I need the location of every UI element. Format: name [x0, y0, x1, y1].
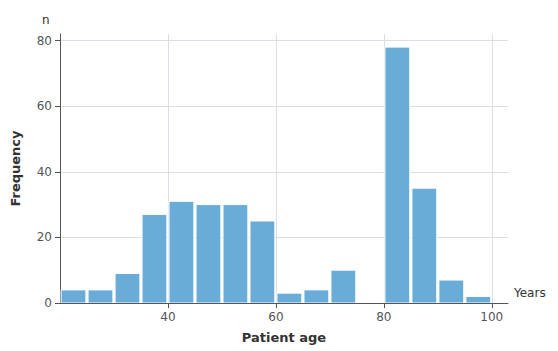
- svg-text:Frequency: Frequency: [8, 130, 23, 207]
- svg-text:100: 100: [480, 310, 503, 324]
- svg-text:Years: Years: [513, 286, 546, 300]
- svg-text:40: 40: [160, 310, 175, 324]
- svg-text:60: 60: [268, 310, 283, 324]
- svg-text:80: 80: [376, 310, 391, 324]
- svg-text:80: 80: [37, 34, 52, 48]
- svg-text:n: n: [42, 13, 50, 27]
- svg-text:40: 40: [37, 165, 52, 179]
- svg-text:20: 20: [37, 230, 52, 244]
- svg-text:Patient age: Patient age: [242, 330, 327, 345]
- svg-text:60: 60: [37, 99, 52, 113]
- svg-text:0: 0: [44, 296, 52, 310]
